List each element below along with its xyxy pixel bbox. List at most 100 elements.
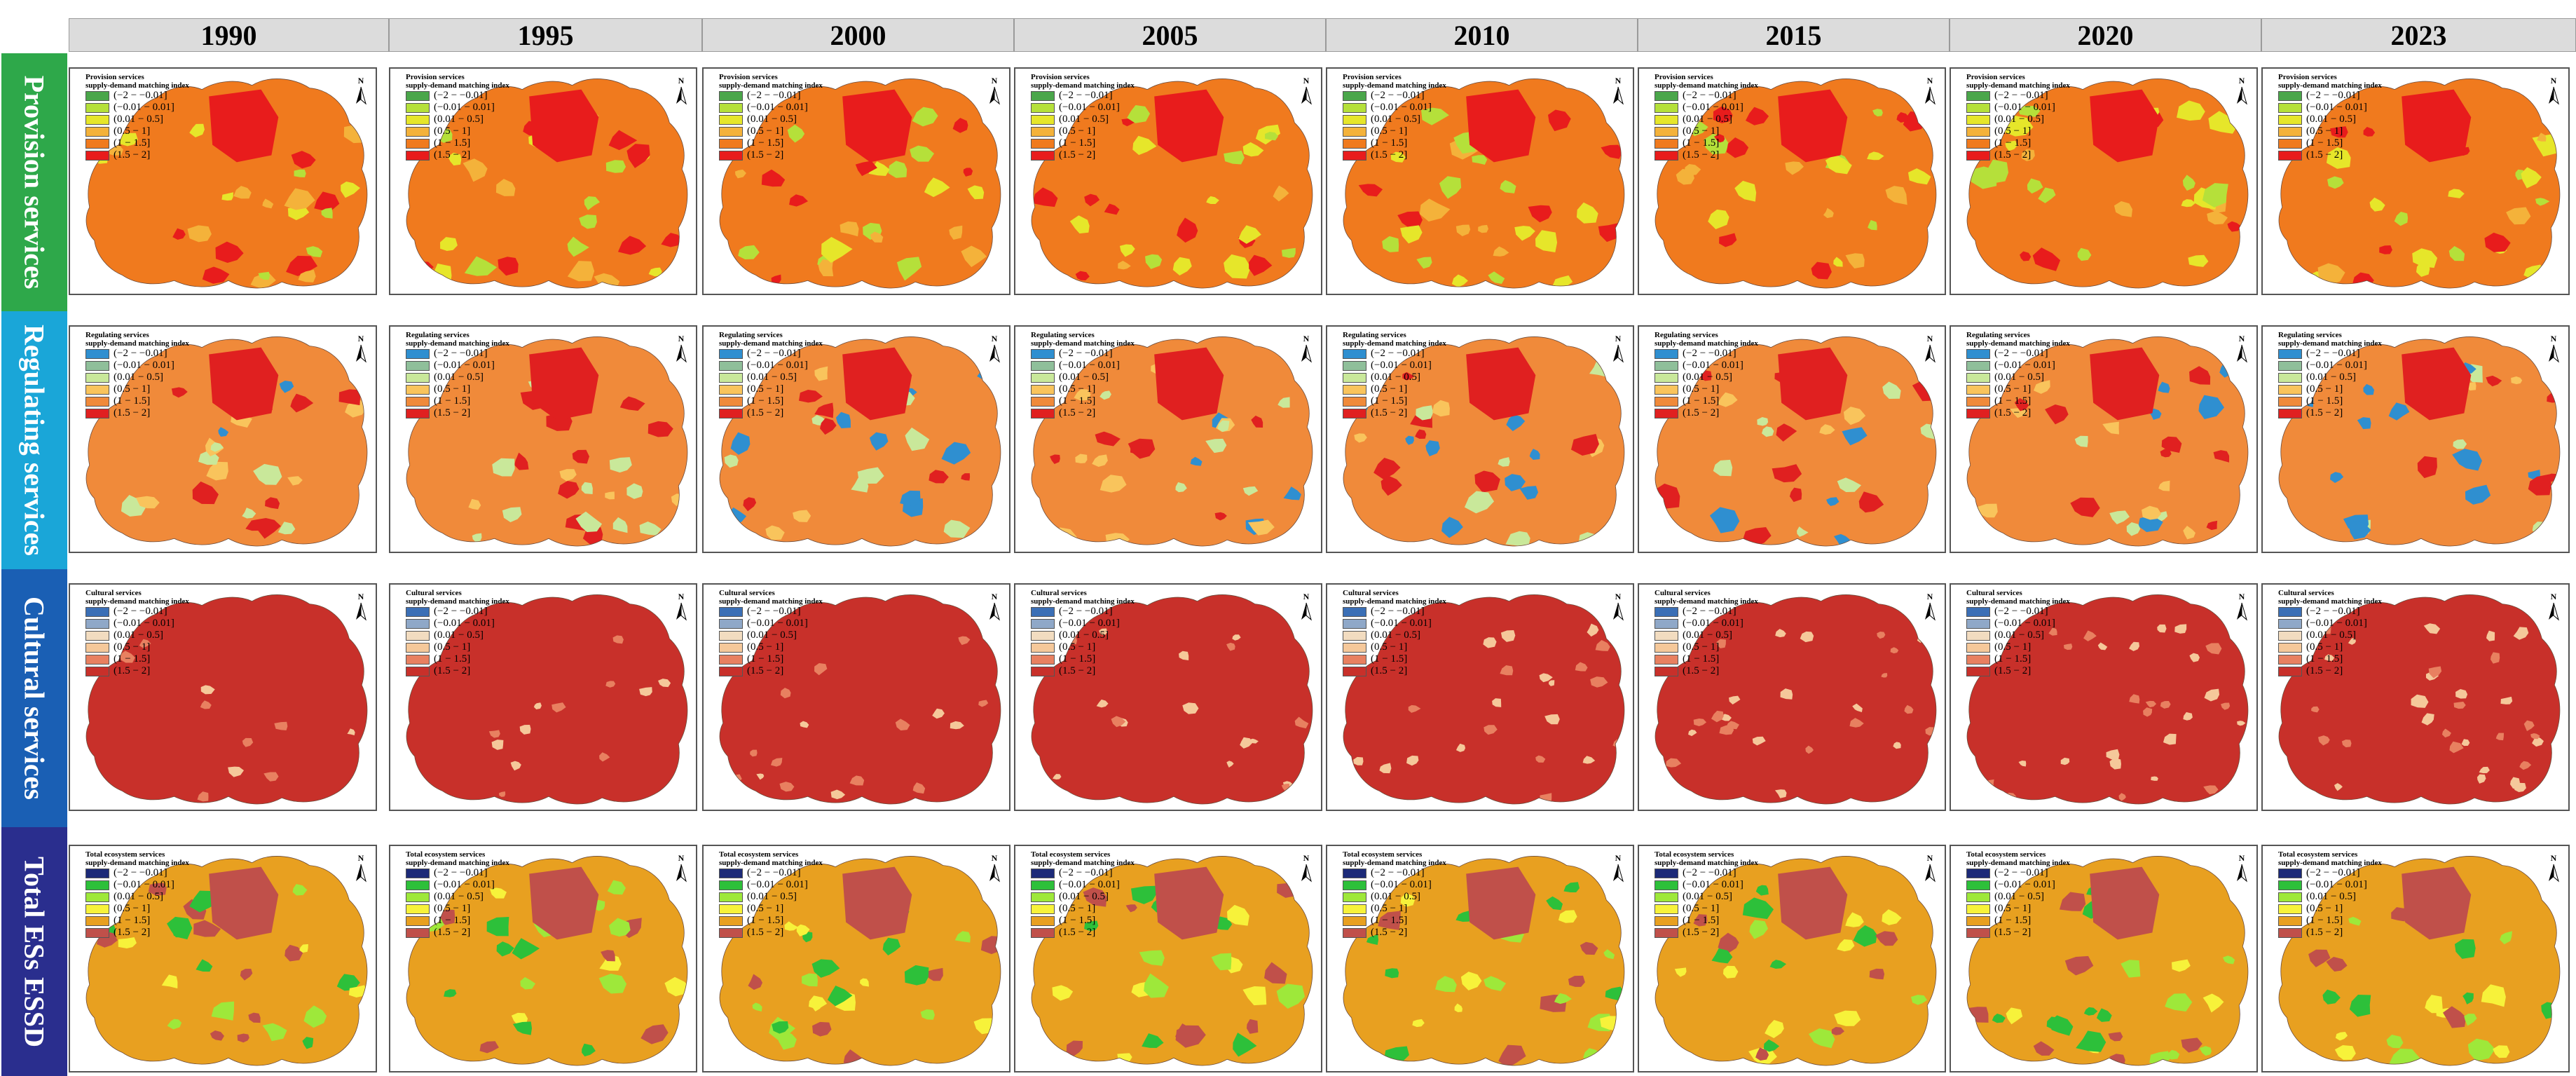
region-outline [1031,594,1313,805]
legend-swatch [85,348,109,359]
legend-item: (−0.01 − 0.01] [1343,618,1507,629]
legend-swatch [85,360,109,371]
region-outline [2278,79,2561,289]
region-map [2278,856,2561,1066]
district-patch [1500,629,1516,642]
district-patch [1397,211,1423,229]
legend-item: (0.01 − 0.5] [1654,114,1819,125]
district-patch [202,266,230,284]
legend-item: (0.5 − 1] [1654,641,1819,653]
legend-swatch [406,360,430,371]
legend-item: (0.01 − 0.5] [406,372,570,383]
legend-item: (1.5 − 2] [85,927,250,939]
district-patch [306,246,323,257]
legend-label: (0.5 − 1] [114,383,151,395]
legend-swatch [85,384,109,395]
legend-item: (1 − 1.5] [406,137,570,149]
legend-item: (1.5 − 2] [1343,149,1507,161]
legend-item: (0.01 − 0.5] [1031,114,1195,125]
legend-swatch [85,396,109,407]
legend-item: (0.5 − 1] [2278,641,2443,653]
region-outline [1343,336,1625,547]
district-patch [2202,183,2228,208]
legend-item: (−2 − −0.01] [1966,867,2131,879]
core-region [1154,347,1224,421]
district-patch [2126,522,2141,536]
legend-item: (0.01 − 0.5] [719,891,884,903]
legend-item: (0.01 − 0.5] [1654,891,1819,903]
district-patch [2038,187,2056,203]
legend-swatch [719,90,743,101]
district-patch [200,685,215,695]
legend-swatch [85,618,109,629]
legend-item: (0.01 − 0.5] [85,114,250,125]
legend-label: (−2 − −0.01] [114,867,167,878]
legend-label: (1.5 − 2] [2306,407,2343,418]
legend-item: (0.5 − 1] [2278,903,2443,915]
legend-swatch [406,630,430,641]
north-label: N [1615,853,1622,863]
legend-item: (1.5 − 2] [85,665,250,677]
district-patch [857,467,884,484]
district-patch [929,470,949,484]
district-patch [2285,1053,2299,1064]
legend-item: (1 − 1.5] [2278,653,2443,665]
district-patch [448,152,462,166]
legend-item: (0.5 − 1] [1966,641,2131,653]
legend-item: (−2 − −0.01] [2278,90,2443,102]
legend-swatch [719,904,743,914]
north-arrow-icon: N [1610,76,1626,105]
map-panel-4-2000: Total ecosystem services supply-demand ma… [702,845,1010,1072]
legend-label: (0.01 − 0.5] [1059,114,1109,125]
north-label: N [2550,76,2557,86]
map-legend: Provision services supply-demand matching… [1343,73,1507,161]
district-patch [954,931,971,943]
district-patch [1789,487,1802,503]
region-outline [719,594,1001,805]
district-patch [1833,257,1843,267]
district-patch [1842,427,1868,446]
legend-label: (−0.01 − 0.01] [1994,102,2055,113]
region-outline [1343,594,1625,805]
legend-item: (1.5 − 2] [406,407,570,419]
legend-item: (0.01 − 0.5] [719,372,884,383]
legend-label: (0.01 − 0.5] [2306,372,2356,383]
legend-label: (1 − 1.5] [434,653,471,665]
district-patch [1834,1010,1861,1026]
district-patch [608,918,631,937]
legend-label: (1 − 1.5] [114,915,151,926]
district-patch [1868,219,1877,231]
legend-item: (1.5 − 2] [1343,665,1507,677]
legend-swatch [1654,114,1678,125]
legend-label: (1 − 1.5] [1683,137,1720,149]
legend-item: (0.5 − 1] [719,641,884,653]
district-patch [1845,253,1865,268]
legend-swatch [2278,138,2302,149]
region-map [719,336,1001,547]
district-patch [776,1031,797,1050]
legend-swatch [85,880,109,890]
district-patch [262,198,274,209]
region-map [1654,856,1937,1066]
district-patch [1869,968,1885,980]
district-patch [2177,100,2205,121]
district-patch [1774,789,1787,798]
legend-item: (0.5 − 1] [406,641,570,653]
legend-label: (1 − 1.5] [434,395,471,407]
district-patch [279,381,294,393]
north-label: N [1303,853,1310,863]
district-patch [2322,989,2341,1005]
legend-swatch [1966,126,1990,137]
legend-swatch [719,150,743,161]
district-patch [2455,689,2468,699]
legend-label: (0.5 − 1] [1683,903,1720,914]
region-base [1655,856,1936,1065]
legend-title: Total ecosystem services [719,850,799,859]
legend-label: (0.5 − 1] [747,383,784,395]
map-legend: Regulating services supply-demand matchin… [1654,331,1819,419]
legend-label: (1 − 1.5] [114,653,151,665]
legend-swatch [1343,927,1366,938]
legend-item: (1.5 − 2] [2278,665,2443,677]
district-patch [1875,931,1898,946]
legend-label: (0.01 − 0.5] [1683,891,1732,902]
